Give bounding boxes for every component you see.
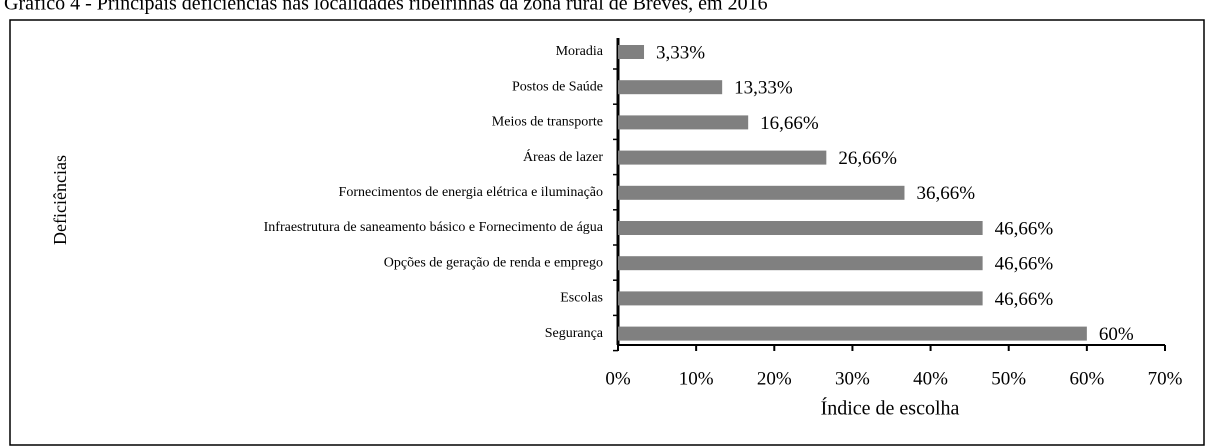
x-tick-label: 30% [835, 368, 870, 389]
value-label: 60% [1099, 324, 1134, 345]
bar [618, 150, 827, 165]
value-label: 26,66% [838, 148, 897, 169]
x-tick-label: 0% [605, 368, 631, 389]
bar [618, 326, 1087, 341]
y-tick-label: Infraestrutura de saneamento básico e Fo… [264, 220, 604, 235]
value-label: 13,33% [734, 78, 793, 99]
y-tick-label: Fornecimentos de energia elétrica e ilum… [339, 185, 603, 200]
x-tick-label: 50% [991, 368, 1026, 389]
x-tick-label: 10% [679, 368, 714, 389]
x-tick-label: 70% [1148, 368, 1183, 389]
value-label: 46,66% [995, 218, 1054, 239]
x-tick-label: 60% [1069, 368, 1104, 389]
value-label: 46,66% [995, 289, 1054, 310]
value-label: 46,66% [995, 254, 1054, 275]
value-label: 16,66% [760, 113, 819, 134]
x-tick-label: 40% [913, 368, 948, 389]
bar [618, 115, 749, 130]
value-label: 3,33% [656, 42, 705, 63]
bar [618, 45, 645, 59]
y-tick-label: Escolas [560, 291, 603, 306]
bar [618, 80, 723, 95]
y-axis-title: Deficiências [50, 155, 70, 245]
chart-frame [9, 19, 1205, 446]
chart-title: Gráfico 4 - Principais deficiências nas … [4, 0, 768, 15]
value-label: 36,66% [916, 183, 975, 204]
y-tick-label: Moradia [556, 44, 604, 59]
y-tick-label: Opções de geração de renda e emprego [384, 255, 603, 270]
bar [618, 291, 983, 306]
bar [618, 185, 905, 200]
bar [618, 256, 983, 271]
y-tick-label: Meios de transporte [492, 115, 603, 130]
bar [618, 221, 983, 235]
y-tick-label: Áreas de lazer [523, 148, 603, 165]
y-tick-label: Segurança [545, 326, 604, 341]
x-tick-label: 20% [757, 368, 792, 389]
y-tick-label: Postos de Saúde [512, 79, 603, 94]
x-axis-title: Índice de escolha [821, 397, 960, 420]
